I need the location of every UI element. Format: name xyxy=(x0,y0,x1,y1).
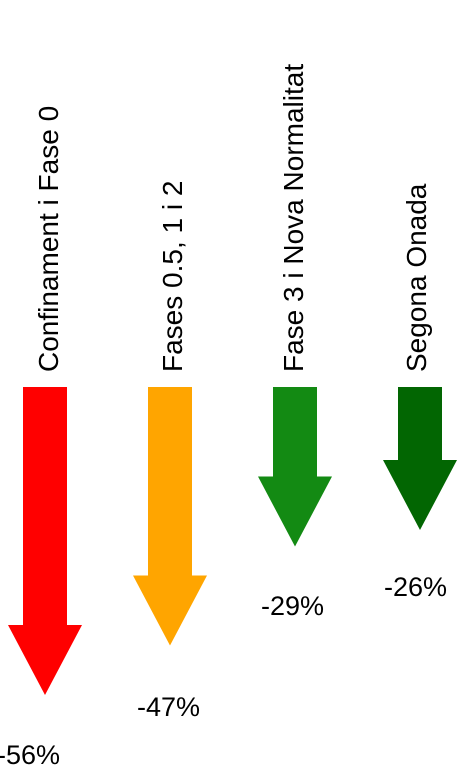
category-label-0: Confinament i Fase 0 xyxy=(33,106,64,372)
value-label-2: -29% xyxy=(261,591,324,621)
value-label-3: -26% xyxy=(384,572,447,602)
arrow-bar-1 xyxy=(133,387,207,646)
value-label-0: -56% xyxy=(0,740,60,770)
arrow-bar-2 xyxy=(258,387,332,547)
category-label-3: Segona Onada xyxy=(401,183,432,372)
category-label-1: Fases 0.5, 1 i 2 xyxy=(157,181,188,372)
arrow-bar-0 xyxy=(8,387,82,695)
arrow-bar-3 xyxy=(383,387,457,530)
arrows-group xyxy=(8,387,457,695)
category-label-2: Fase 3 i Nova Normalitat xyxy=(278,64,309,372)
value-label-1: -47% xyxy=(137,692,200,722)
